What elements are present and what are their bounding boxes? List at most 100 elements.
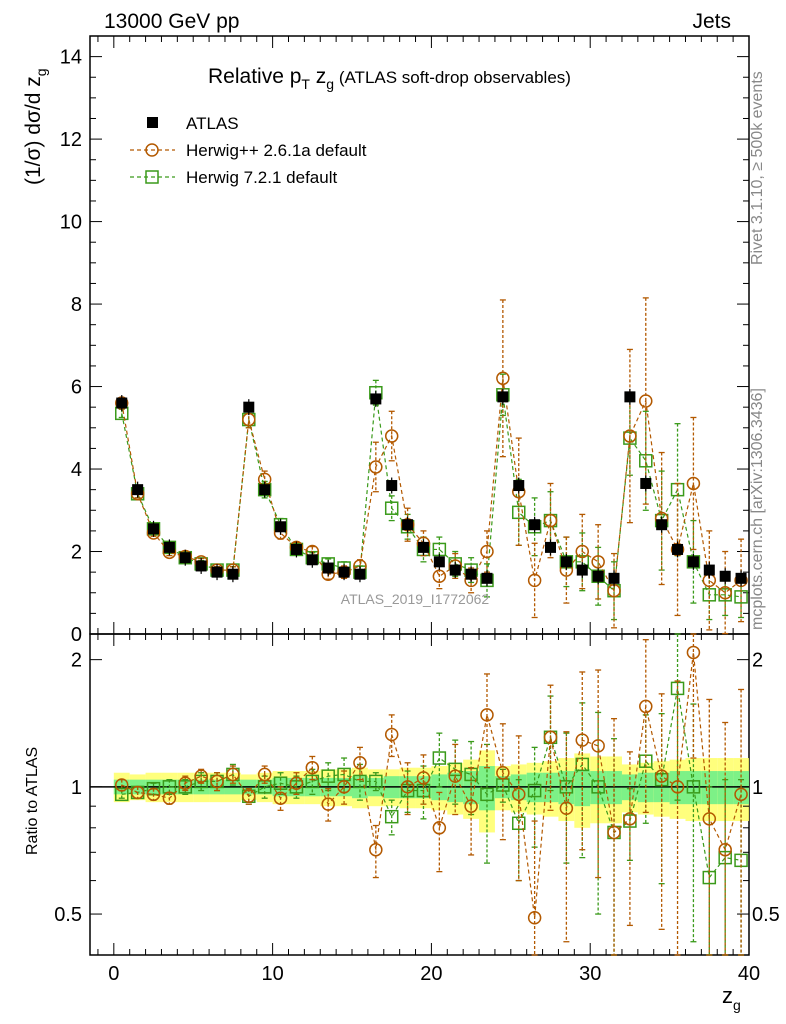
- legend-label-herwigpp: Herwig++ 2.6.1a default: [186, 141, 367, 160]
- ratio-herwigpp-line: [121, 652, 742, 918]
- atlas-point: [148, 523, 160, 535]
- atlas-point: [370, 393, 382, 405]
- ratio-herwigpp-point: [559, 801, 574, 815]
- ratio-herwigpp-point: [511, 787, 526, 802]
- ratio-herwig7-point: [432, 751, 447, 765]
- ratio-herwigpp-point: [353, 756, 367, 770]
- main-plot-markers: [115, 297, 748, 635]
- atlas-point: [195, 560, 207, 572]
- ratio-herwigpp-point: [130, 785, 145, 800]
- legend-marker-herwig7: [145, 170, 159, 184]
- atlas-point: [163, 541, 175, 553]
- ratio-herwigpp-point: [654, 769, 669, 783]
- atlas-point: [624, 391, 636, 403]
- ratio-herwigpp-point: [369, 842, 383, 857]
- ratio-herwigpp-point: [178, 776, 193, 790]
- ratio-herwigpp-point: [321, 797, 335, 811]
- ratio-tick-label: 2: [752, 650, 763, 672]
- atlas-point: [560, 556, 572, 568]
- atlas-point: [290, 543, 302, 555]
- ratio-herwigpp-point: [242, 789, 256, 804]
- ratio-herwigpp-point: [591, 739, 605, 753]
- atlas-point: [386, 480, 398, 492]
- ratio-herwigpp-point: [416, 771, 431, 785]
- legend-label-herwig7: Herwig 7.2.1 default: [186, 168, 337, 187]
- y-tick-label: 14: [60, 47, 82, 69]
- ratio-herwigpp-point: [607, 825, 621, 840]
- herwigpp-point: [543, 513, 558, 528]
- herwigpp-line: [121, 378, 742, 594]
- ratio-herwigpp-point: [384, 727, 399, 742]
- ratio-herwig7-point: [353, 774, 367, 789]
- ratio-herwigpp-point: [686, 645, 701, 660]
- herwigpp-point: [384, 429, 399, 443]
- ratio-herwigpp-point: [702, 812, 717, 826]
- ratio-herwig7-point: [305, 774, 320, 789]
- ratio-herwigpp-point: [305, 760, 320, 775]
- ratio-herwigpp-point: [146, 787, 161, 802]
- ratio-herwigpp-point: [496, 765, 510, 780]
- header-process: 13000 GeV pp: [104, 10, 239, 33]
- ratio-plot-markers: [115, 633, 748, 956]
- x-tick-label: 30: [579, 963, 601, 985]
- y-tick-label: 12: [60, 129, 82, 151]
- atlas-point: [703, 564, 715, 576]
- plot-title: Relative pT zg (ATLAS soft-drop observab…: [208, 65, 571, 92]
- ratio-herwigpp-point: [639, 699, 653, 714]
- atlas-point: [513, 480, 525, 492]
- atlas-point: [719, 570, 731, 582]
- herwig7-point: [384, 501, 399, 515]
- atlas-point: [497, 391, 509, 403]
- atlas-point: [433, 556, 445, 568]
- herwigpp-point: [718, 586, 732, 600]
- ratio-herwigpp-point: [115, 778, 129, 792]
- atlas-point: [211, 566, 223, 578]
- ratio-herwigpp-point: [670, 780, 685, 794]
- herwigpp-point: [591, 555, 605, 569]
- atlas-point: [640, 477, 652, 489]
- y-axis-label: (1/σ) dσ/d zg: [22, 68, 49, 185]
- ratio-herwigpp-point: [623, 812, 637, 826]
- atlas-point: [481, 572, 493, 584]
- atlas-point: [529, 519, 541, 531]
- atlas-point: [259, 484, 271, 496]
- ratio-tick-label: 0.5: [752, 904, 780, 926]
- ratio-herwigpp-point: [273, 791, 288, 805]
- y-tick-label: 8: [71, 294, 82, 316]
- atlas-point: [116, 397, 128, 409]
- ratio-herwig7-point: [527, 783, 542, 798]
- ratio-herwigpp-point: [162, 791, 177, 805]
- ratio-herwigpp-point: [432, 821, 447, 835]
- ratio-herwigpp-point: [543, 730, 558, 745]
- ratio-herwig7-point: [369, 774, 383, 789]
- ratio-herwig7-point: [321, 769, 335, 783]
- x-tick-label: 0: [108, 963, 119, 985]
- ratio-herwigpp-point: [575, 733, 590, 747]
- ratio-herwigpp-point: [194, 769, 208, 783]
- herwigpp-point: [575, 544, 590, 559]
- ratio-herwigpp-point: [337, 780, 351, 794]
- analysis-id: ATLAS_2019_I1772062: [341, 591, 490, 607]
- atlas-point: [735, 572, 747, 584]
- ratio-herwig7-point: [686, 780, 701, 794]
- atlas-point: [608, 572, 620, 584]
- x-tick-label: 40: [738, 963, 760, 985]
- atlas-point: [449, 564, 461, 576]
- ratio-tick-label: 2: [71, 650, 82, 672]
- ratio-herwig7-point: [178, 780, 193, 794]
- ratio-herwig7-point: [384, 809, 399, 824]
- x-tick-label: 20: [420, 963, 442, 985]
- atlas-point: [656, 519, 668, 531]
- legend-marker-herwigpp: [145, 143, 159, 157]
- mcplots-label: mcplots.cern.ch [arXiv:1306.3436]: [749, 388, 766, 630]
- atlas-point: [687, 556, 699, 568]
- atlas-point: [338, 566, 350, 578]
- legend: ATLAS Herwig++ 2.6.1a default Herwig 7.2…: [130, 114, 367, 187]
- legend-label-atlas: ATLAS: [186, 114, 239, 133]
- ratio-herwigpp-point: [734, 787, 748, 802]
- rivet-label: Rivet 3.1.10, ≥ 500k events: [749, 71, 766, 265]
- atlas-point: [672, 543, 684, 555]
- atlas-point: [417, 541, 429, 553]
- ratio-herwigpp-point: [289, 776, 304, 790]
- ratio-herwigpp-point: [718, 842, 732, 857]
